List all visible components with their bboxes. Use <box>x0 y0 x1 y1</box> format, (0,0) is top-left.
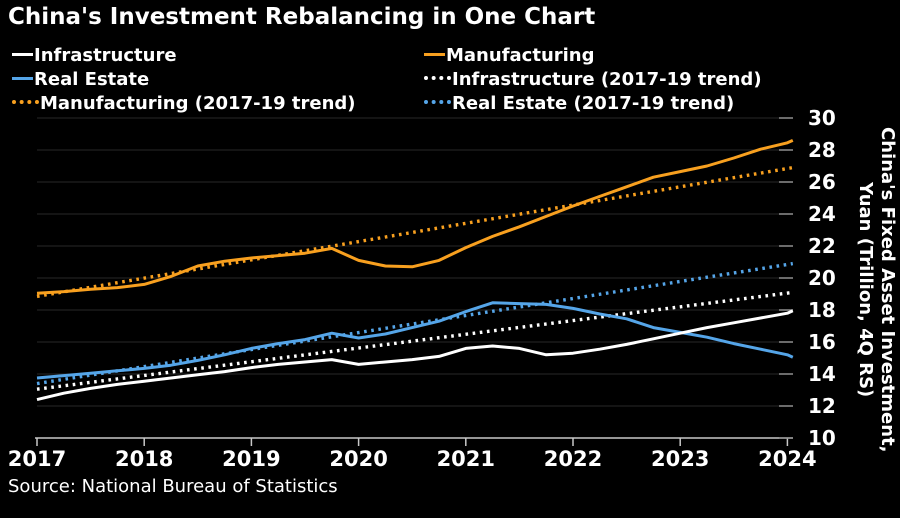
legend-item-real-estate: Real Estate <box>12 68 356 92</box>
y-axis-tick-label: 10 <box>808 426 836 450</box>
legend-item-manufacturing: Manufacturing <box>424 44 762 68</box>
y-axis-title-line-2: Yuan (Trillion, 4Q RS) <box>855 182 876 398</box>
series-line-infrastructure-2017-19-trend <box>36 290 794 391</box>
legend-item-real-estate-2017-19-trend: Real Estate (2017-19 trend) <box>424 92 762 116</box>
series-line-manufacturing-2017-19-trend <box>36 165 794 299</box>
series-line-real-estate <box>36 301 794 380</box>
x-axis-tick-label: 2021 <box>437 447 495 471</box>
x-axis-tick-label: 2022 <box>544 447 602 471</box>
x-axis-tick-label: 2019 <box>222 447 280 471</box>
y-axis-tick-label: 28 <box>808 138 836 162</box>
x-axis-tick-label: 2023 <box>651 447 709 471</box>
series-line-manufacturing <box>36 139 794 295</box>
y-axis-tick-label: 14 <box>808 362 836 386</box>
legend-label: Manufacturing <box>446 45 595 66</box>
x-axis-tick-label: 2018 <box>115 447 173 471</box>
series-line-real-estate-2017-19-trend <box>36 261 794 386</box>
x-axis-tick-label: 2017 <box>8 447 66 471</box>
legend-swatch-infrastructure <box>12 53 33 56</box>
legend-label: Manufacturing (2017-19 trend) <box>40 93 356 114</box>
y-axis-tick-label: 12 <box>808 394 836 418</box>
legend-label: Infrastructure <box>34 45 177 66</box>
legend-swatch-manufacturing <box>424 53 445 56</box>
y-axis-tick-label: 24 <box>808 202 836 226</box>
legend-item-infrastructure: Infrastructure <box>12 44 356 68</box>
legend-item-infrastructure-2017-19-trend: Infrastructure (2017-19 trend) <box>424 68 762 92</box>
series-line-infrastructure <box>36 309 794 402</box>
y-axis-tick-label: 20 <box>808 266 836 290</box>
y-axis-tick-label: 16 <box>808 330 836 354</box>
legend-swatch-manufacturing-2017-19-trend <box>12 100 39 104</box>
y-axis-title-line-1: China's Fixed Asset Investment, <box>877 127 898 453</box>
legend-swatch-infrastructure-2017-19-trend <box>424 76 451 80</box>
y-axis-tick-label: 26 <box>808 170 836 194</box>
y-axis-title: China's Fixed Asset Investment, Yuan (Tr… <box>854 112 898 468</box>
x-axis-tick-label: 2024 <box>758 447 816 471</box>
legend-swatch-real-estate-2017-19-trend <box>424 100 451 104</box>
legend-column-right: Manufacturing Infrastructure (2017-19 tre… <box>424 44 762 116</box>
page-title: China's Investment Rebalancing in One Ch… <box>8 4 596 30</box>
legend-swatch-real-estate <box>12 77 33 80</box>
y-axis-tick-label: 22 <box>808 234 836 258</box>
legend-label: Real Estate <box>34 69 150 90</box>
y-axis-tick-label: 30 <box>808 106 836 130</box>
x-axis-tick-label: 2020 <box>329 447 387 471</box>
legend-label: Infrastructure (2017-19 trend) <box>452 69 762 90</box>
legend-column-left: Infrastructure Real Estate Manufacturing (… <box>12 44 356 116</box>
legend-item-manufacturing-2017-19-trend: Manufacturing (2017-19 trend) <box>12 92 356 116</box>
source-caption: Source: National Bureau of Statistics <box>8 476 338 497</box>
y-axis-tick-label: 18 <box>808 298 836 322</box>
legend-label: Real Estate (2017-19 trend) <box>452 93 735 114</box>
